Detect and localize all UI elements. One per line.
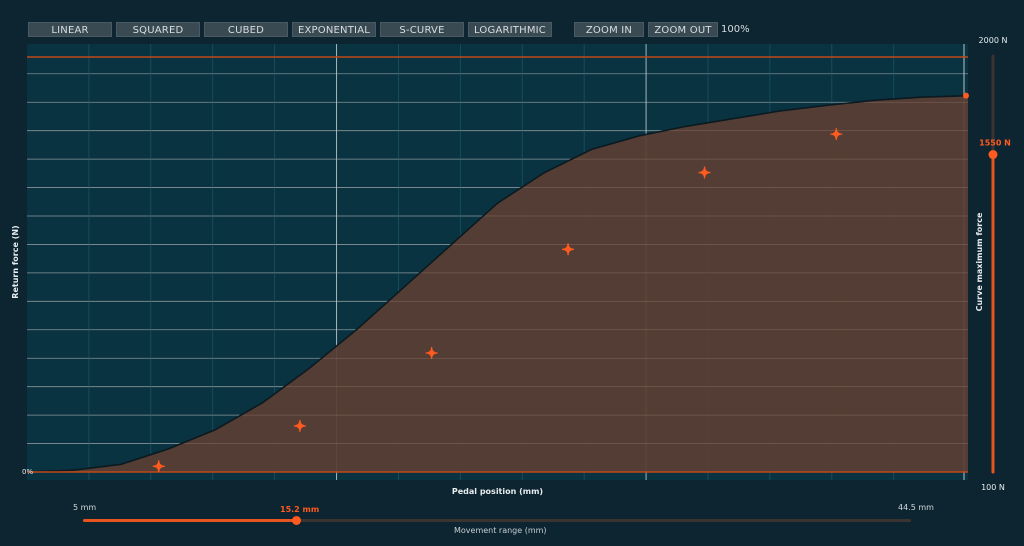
curve-control-point[interactable] — [698, 166, 711, 179]
curve-control-point[interactable] — [425, 346, 438, 359]
zoom-level: 100% — [721, 24, 750, 35]
x-axis-label: Pedal position (mm) — [452, 487, 543, 496]
exponential-button[interactable]: EXPONENTIAL — [292, 22, 376, 37]
curve-control-point[interactable] — [293, 419, 306, 432]
movement-track[interactable] — [83, 519, 911, 522]
force-axis-label: Curve maximum force — [975, 212, 984, 311]
force-min-label: 100 N — [981, 483, 1005, 492]
y-origin-label: 0% — [22, 468, 33, 476]
movement-handle[interactable] — [292, 516, 302, 525]
curve-end-point[interactable] — [963, 92, 969, 99]
movement-range-label: Movement range (mm) — [454, 526, 547, 535]
curve-control-point[interactable] — [152, 460, 165, 473]
force-max-label: 2000 N — [979, 36, 1008, 45]
squared-button[interactable]: SQUARED — [116, 22, 200, 37]
curve-control-point[interactable] — [562, 243, 575, 256]
movement-value-label: 15.2 mm — [280, 505, 320, 514]
force-area — [27, 95, 968, 472]
s-curve-button[interactable]: S-CURVE — [380, 22, 464, 37]
movement-max-label: 44.5 mm — [898, 503, 934, 512]
logarithmic-button[interactable]: LOGARITHMIC — [468, 22, 552, 37]
zoom-in-button[interactable]: ZOOM IN — [574, 22, 644, 37]
y-axis-label: Return force (N) — [11, 225, 20, 298]
force-slider-handle[interactable] — [988, 150, 998, 160]
linear-button[interactable]: LINEAR — [28, 22, 112, 37]
movement-fill — [83, 519, 297, 522]
cubed-button[interactable]: CUBED — [204, 22, 288, 37]
force-value-label: 1550 N — [979, 139, 1011, 148]
curve-toolbar: LINEAR SQUARED CUBED EXPONENTIAL S-CURVE… — [28, 22, 808, 37]
force-curve-line — [26, 94, 969, 473]
zoom-out-button[interactable]: ZOOM OUT — [648, 22, 718, 37]
movement-min-label: 5 mm — [73, 503, 97, 512]
curve-control-point[interactable] — [830, 128, 843, 141]
